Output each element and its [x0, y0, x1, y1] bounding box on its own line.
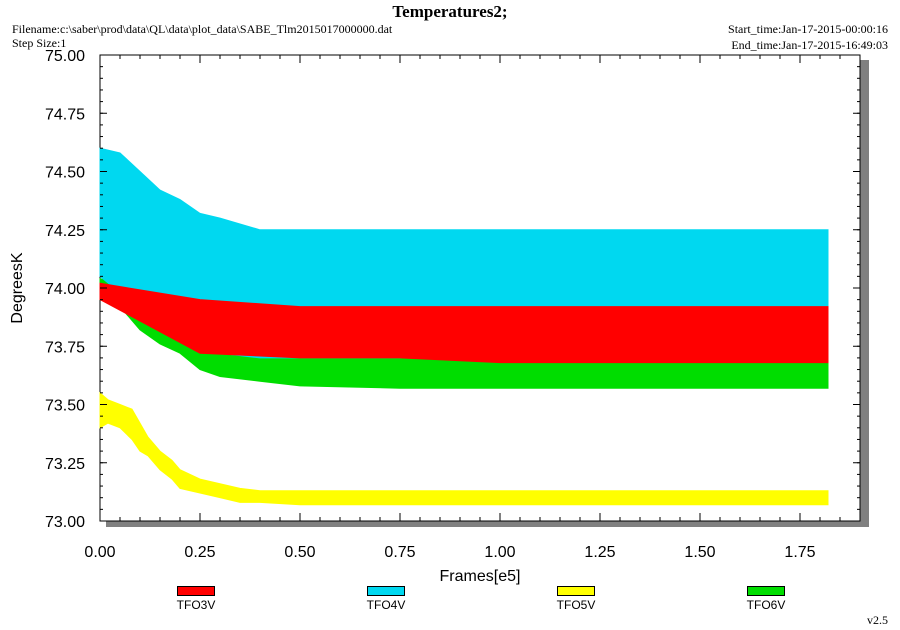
y-tick-label: 73.75 — [45, 339, 85, 356]
filename-label: Filename:c:\saber\prod\data\QL\data\plot… — [12, 22, 393, 36]
legend-item-tfo3v: TFO3V — [156, 586, 236, 612]
end-time-label: End_time:Jan-17-2015-16:49:03 — [731, 38, 888, 52]
x-tick-label: 1.00 — [484, 544, 515, 561]
legend-item-tfo5v: TFO5V — [536, 586, 616, 612]
x-tick-label: 0.25 — [184, 544, 215, 561]
legend-label: TFO3V — [176, 598, 216, 612]
y-tick-label: 74.25 — [45, 223, 85, 240]
series-layer — [99, 147, 829, 506]
y-tick-label: 73.00 — [45, 514, 85, 531]
version-label: v2.5 — [867, 613, 888, 627]
x-tick-label: 1.75 — [784, 544, 815, 561]
axis-layer: 73.00 73.25 73.50 73.75 74.00 74.25 74.50 74.75… — [45, 48, 861, 561]
start-time-label: Start_time:Jan-17-2015-00:00:16 — [728, 22, 888, 36]
x-tick-label: 0.75 — [384, 544, 415, 561]
step-size-label: Step Size:1 — [12, 36, 67, 50]
y-tick-label: 74.75 — [45, 106, 85, 123]
series-band-tfo3v — [99, 282, 829, 364]
legend-label: TFO4V — [366, 598, 406, 612]
legend-label: TFO6V — [746, 598, 786, 612]
chart-title: Temperatures2; — [392, 2, 508, 21]
legend-item-tfo6v: TFO6V — [726, 586, 806, 612]
y-tick-label: 75.00 — [45, 48, 85, 65]
y-axis-label: DegreesK — [9, 252, 26, 323]
y-tick-label: 73.25 — [45, 456, 85, 473]
legend-swatch — [747, 586, 785, 596]
legend-item-tfo4v: TFO4V — [346, 586, 426, 612]
legend-swatch — [177, 586, 215, 596]
legend-label: TFO5V — [556, 598, 596, 612]
y-tick-label: 74.50 — [45, 165, 85, 182]
y-tick-label: 74.00 — [45, 281, 85, 298]
legend-swatch — [557, 586, 595, 596]
x-tick-label: 1.25 — [584, 544, 615, 561]
x-tick-label: 1.50 — [684, 544, 715, 561]
legend-swatch — [367, 586, 405, 596]
x-tick-label: 0.00 — [84, 544, 115, 561]
series-band-tfo5v — [99, 391, 829, 506]
y-tick-label: 73.50 — [45, 398, 85, 415]
x-axis-label: Frames[e5] — [440, 568, 521, 585]
x-tick-label: 0.50 — [284, 544, 315, 561]
